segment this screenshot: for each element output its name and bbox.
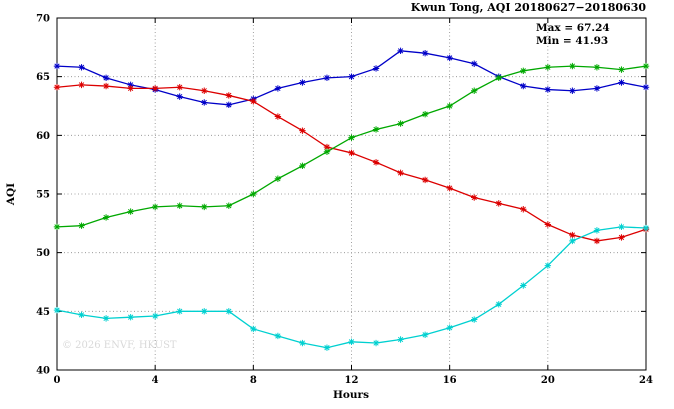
y-tick-label: 65 bbox=[36, 72, 50, 83]
chart-title: Kwun Tong, AQI 20180627−20180630 bbox=[411, 1, 647, 14]
x-tick-label: 4 bbox=[152, 375, 159, 386]
plot-area: 0 4 8 12 16 20 24 40 45 50 55 60 65 70 bbox=[36, 14, 653, 387]
y-tick-label: 70 bbox=[36, 14, 50, 25]
y-tick-label: 40 bbox=[36, 366, 50, 377]
min-annotation: Min = 41.93 bbox=[536, 35, 608, 47]
max-annotation: Max = 67.24 bbox=[536, 22, 610, 34]
y-axis-label: AQI bbox=[5, 183, 17, 206]
y-tick-label: 55 bbox=[36, 190, 50, 201]
x-tick-label: 12 bbox=[345, 375, 359, 386]
x-tick-label: 8 bbox=[250, 375, 257, 386]
x-tick-label: 16 bbox=[443, 375, 457, 386]
x-tick-label: 0 bbox=[54, 375, 61, 386]
x-axis-label: Hours bbox=[333, 389, 369, 401]
plot-border bbox=[56, 17, 647, 371]
grid-lines bbox=[56, 17, 647, 371]
y-tick-label: 60 bbox=[36, 131, 50, 142]
watermark: © 2026 ENVF, HKUST bbox=[62, 340, 177, 351]
series-red-markers bbox=[53, 81, 650, 245]
series-green-markers bbox=[53, 62, 650, 231]
x-tick-label: 24 bbox=[639, 375, 653, 386]
y-tick-label: 45 bbox=[36, 307, 50, 318]
series-cyan-markers bbox=[53, 223, 650, 351]
y-tick-label: 50 bbox=[36, 248, 50, 259]
x-tick-label: 20 bbox=[541, 375, 555, 386]
